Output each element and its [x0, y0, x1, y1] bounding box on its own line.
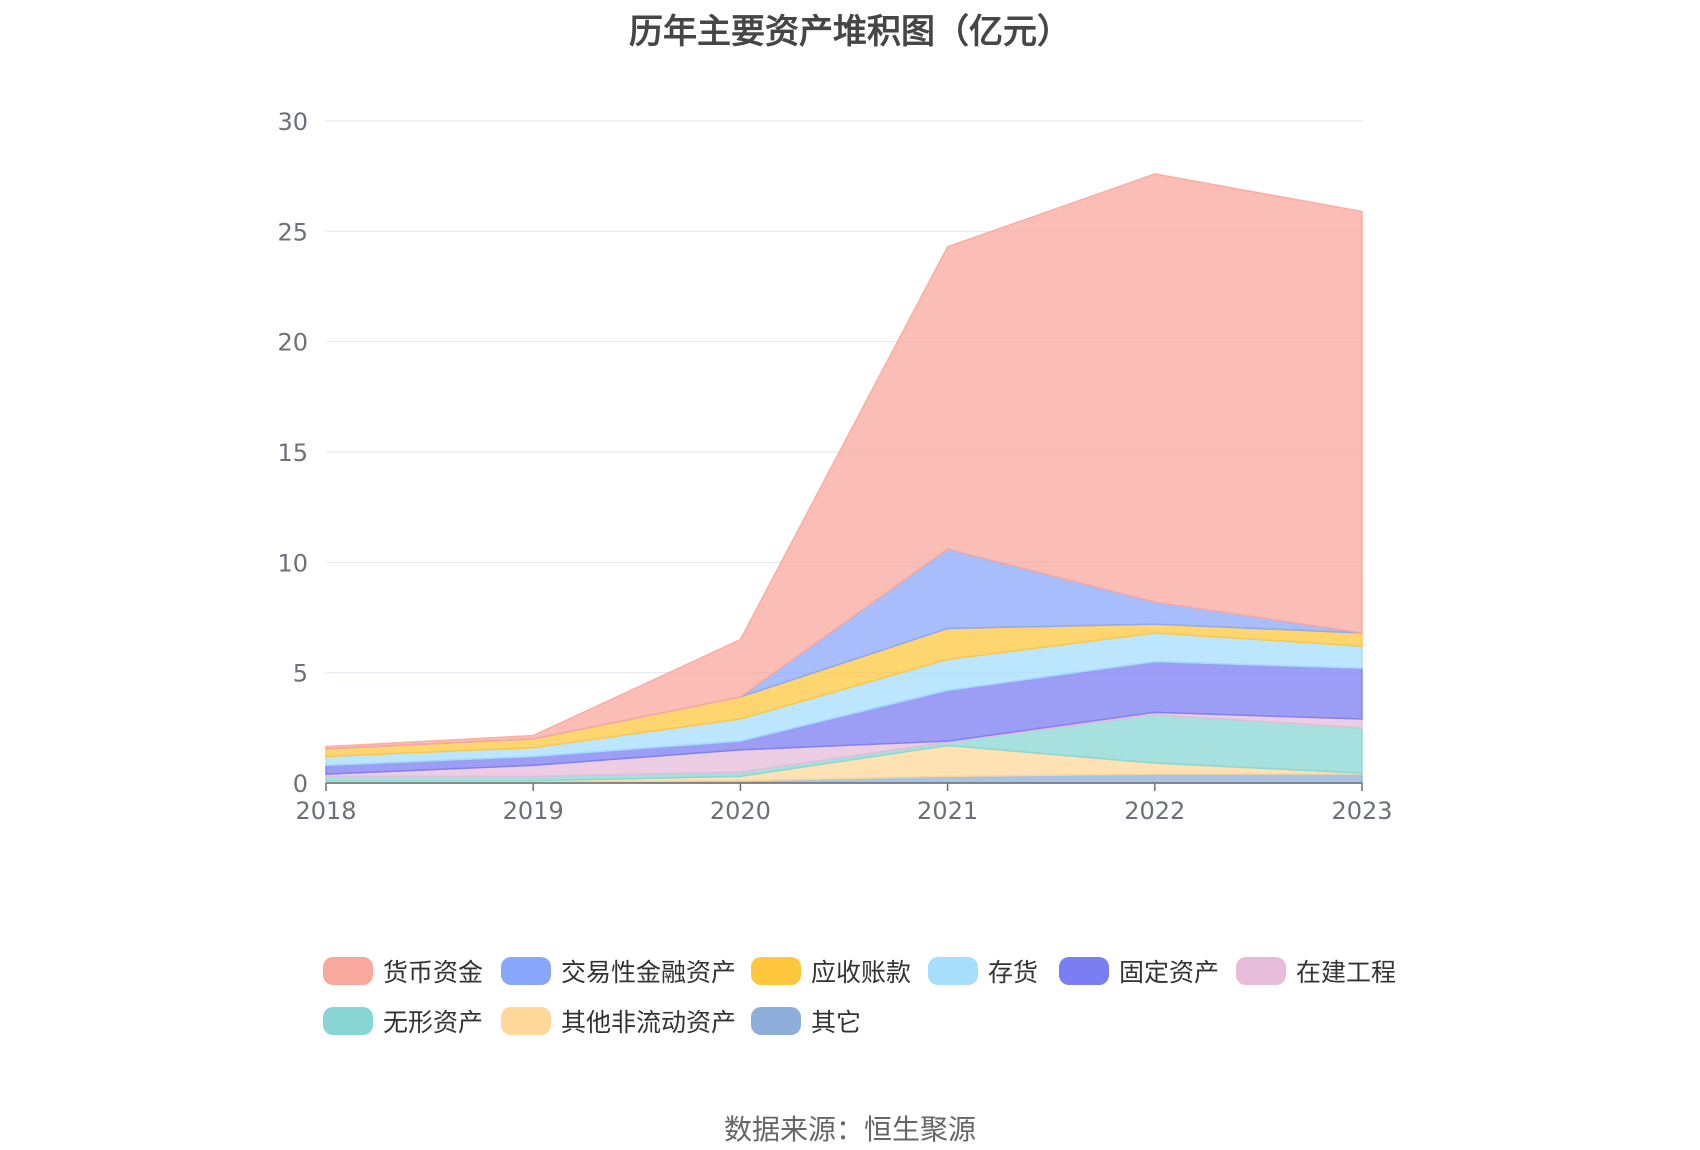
legend-swatch — [323, 957, 373, 985]
y-tick-label: 0 — [293, 770, 308, 798]
x-tick-label: 2022 — [1124, 797, 1185, 825]
axes: 0 5 10 15 20 25 30 2018 2019 2020 2021 2022 2023 — [277, 108, 1392, 825]
y-tick-label: 15 — [277, 439, 308, 467]
legend-label: 在建工程 — [1296, 958, 1397, 987]
legend-label: 交易性金融资产 — [561, 958, 737, 987]
x-tick-label: 2019 — [503, 797, 564, 825]
legend-swatch — [1236, 957, 1286, 985]
legend-item[interactable]: 固定资产 — [1059, 955, 1219, 987]
legend-label: 应收账款 — [811, 958, 912, 987]
legend-label: 其他非流动资产 — [561, 1008, 737, 1037]
x-tick-label: 2018 — [295, 797, 356, 825]
legend-item[interactable]: 存货 — [928, 955, 1038, 987]
area-series — [325, 173, 1363, 784]
y-tick-label: 30 — [277, 108, 308, 136]
x-tick-label: 2020 — [710, 797, 771, 825]
legend-swatch — [928, 957, 978, 985]
legend-swatch — [501, 957, 551, 985]
x-tick-label: 2023 — [1331, 797, 1392, 825]
legend-item[interactable]: 货币资金 — [323, 955, 483, 987]
legend-label: 固定资产 — [1119, 958, 1220, 987]
legend-label: 其它 — [811, 1008, 862, 1037]
legend-swatch — [1059, 957, 1109, 985]
legend-item[interactable]: 无形资产 — [323, 1005, 483, 1037]
legend-swatch — [751, 957, 801, 985]
legend-swatch — [751, 1007, 801, 1035]
x-tick-label: 2021 — [917, 797, 978, 825]
legend-label: 存货 — [988, 958, 1039, 987]
legend-item[interactable]: 其他非流动资产 — [501, 1005, 736, 1037]
legend-item[interactable]: 其它 — [751, 1005, 861, 1037]
legend-label: 货币资金 — [383, 958, 484, 987]
data-source: 数据来源：恒生聚源 — [723, 1113, 976, 1146]
y-tick-label: 5 — [293, 660, 308, 688]
legend-swatch — [323, 1007, 373, 1035]
y-tick-label: 25 — [277, 218, 308, 246]
y-tick-label: 10 — [277, 549, 308, 577]
legend-label: 无形资产 — [383, 1008, 484, 1037]
y-tick-label: 20 — [277, 329, 308, 357]
chart-title: 历年主要资产堆积图（亿元） — [629, 12, 1071, 52]
legend-swatch — [501, 1007, 551, 1035]
legend-item[interactable]: 在建工程 — [1236, 955, 1396, 987]
legend-item[interactable]: 交易性金融资产 — [501, 955, 736, 987]
legend-item[interactable]: 应收账款 — [751, 955, 911, 987]
area-9 — [325, 173, 1363, 750]
